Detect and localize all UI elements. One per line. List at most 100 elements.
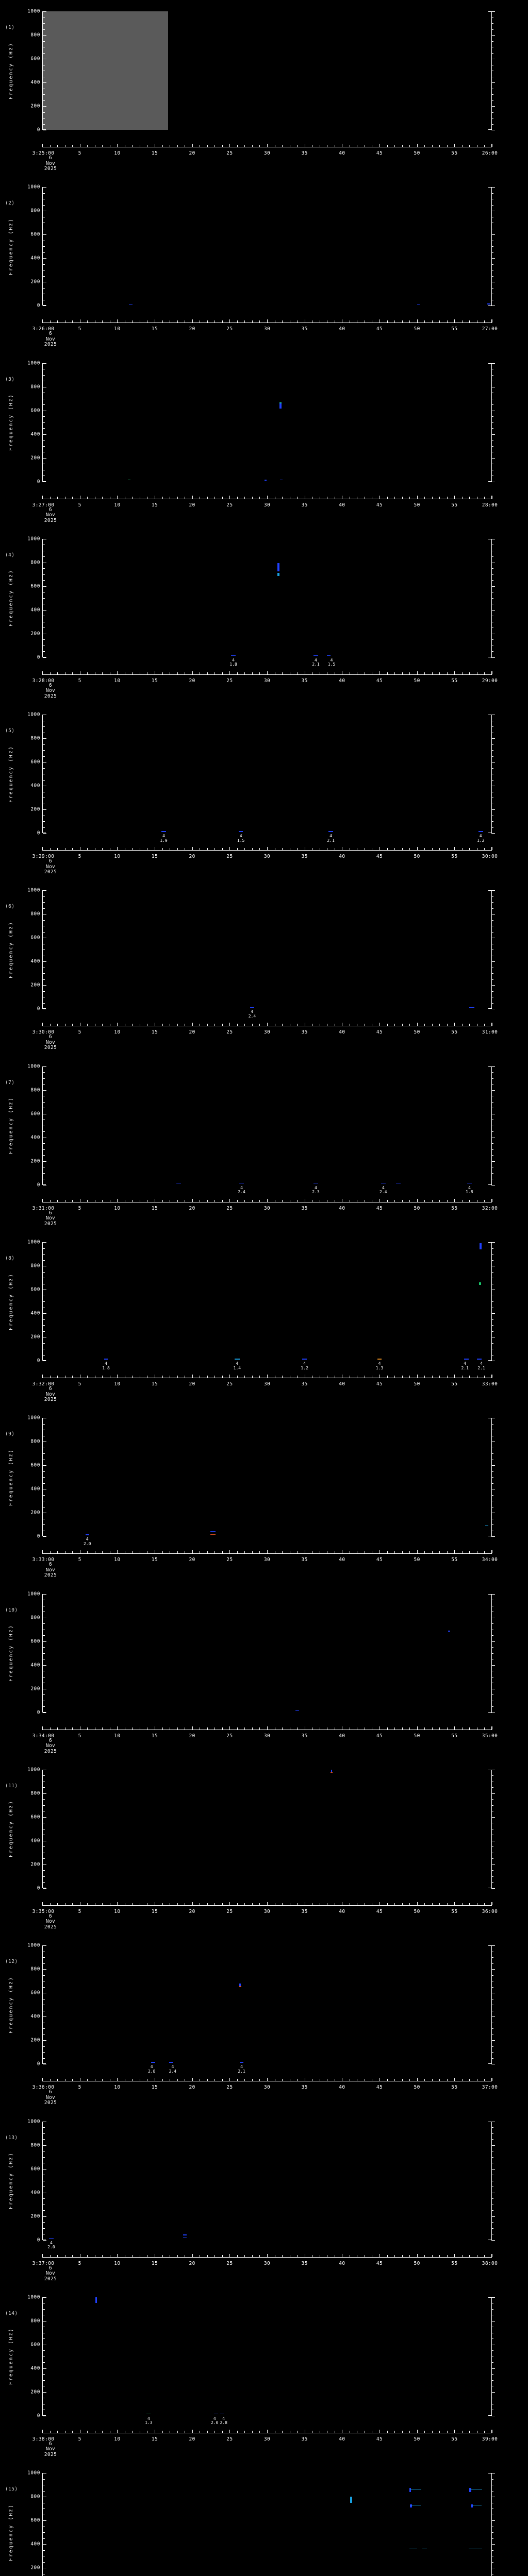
x-tick-label: 35 bbox=[301, 502, 308, 508]
x-axis-end-label: 26:00 bbox=[482, 150, 498, 156]
x-tick-label: 5 bbox=[78, 1733, 81, 1739]
x-tick-labels: 3:38:00 5 10 15 20 25 30 35 40 45 50 55 39:00 bbox=[0, 2436, 528, 2445]
x-tick-labels: 3:36:00 5 10 15 20 25 30 35 40 45 50 55 37:00 bbox=[0, 2084, 528, 2093]
axis-date-line: Nov bbox=[45, 1567, 56, 1573]
y-tick-label: 1000 bbox=[27, 8, 40, 14]
axis-date-line: 2025 bbox=[44, 693, 57, 699]
y-tick-label: 400 bbox=[30, 1134, 40, 1141]
x-axis-start-label: 3:27:00 bbox=[32, 502, 55, 508]
spectrogram-mark bbox=[409, 2504, 412, 2508]
axis-date-line: 2025 bbox=[44, 2276, 57, 2282]
x-tick-label: 15 bbox=[151, 2436, 158, 2442]
y-tick-label: 1000 bbox=[27, 360, 40, 366]
x-axis-end-label: 30:00 bbox=[482, 854, 498, 860]
detection-value: 1.8 bbox=[466, 1190, 473, 1195]
x-axis-start-label: 3:33:00 bbox=[32, 1557, 55, 1563]
x-tick-label: 15 bbox=[151, 1557, 158, 1563]
y-tick-label: 800 bbox=[30, 1087, 40, 1093]
x-tick-label: 30 bbox=[263, 677, 271, 684]
detection-annotation: 4 1.3 bbox=[376, 1362, 383, 1370]
x-tick-label: 40 bbox=[339, 677, 345, 684]
axis-date-line: Nov bbox=[45, 1919, 56, 1925]
y-tick-label: 200 bbox=[30, 103, 40, 109]
y-tick-label: 0 bbox=[37, 2237, 40, 2243]
x-axis-start-label: 3:36:00 bbox=[32, 2084, 55, 2091]
detection-value: 1.8 bbox=[102, 1365, 110, 1370]
panel-index-label: (3) bbox=[5, 376, 15, 382]
detection-value: 1.3 bbox=[145, 2420, 153, 2426]
y-tick-label: 0 bbox=[37, 1358, 40, 1364]
x-tick-label: 55 bbox=[451, 1908, 458, 1914]
x-axis-end-label: 37:00 bbox=[482, 2084, 498, 2091]
detection-value: 2.3 bbox=[312, 1190, 320, 1195]
x-tick-label: 50 bbox=[414, 1029, 420, 1036]
x-tick-label: 35 bbox=[301, 150, 308, 156]
x-tick-label: 10 bbox=[114, 677, 121, 684]
axis-date-stack: 6 Nov 2025 bbox=[44, 155, 57, 172]
x-tick-label: 20 bbox=[189, 502, 195, 508]
x-tick-label: 10 bbox=[114, 502, 121, 508]
x-axis-start-label: 3:28:00 bbox=[32, 677, 55, 684]
axis-date-line: Nov bbox=[45, 160, 56, 166]
detection-count: 4 bbox=[315, 657, 317, 663]
x-tick-label: 35 bbox=[301, 1381, 308, 1387]
y-tick-label: 1000 bbox=[27, 1239, 40, 1245]
x-tick-label: 40 bbox=[339, 1733, 345, 1739]
y-axis-title-text: Frequency (Hz) bbox=[8, 1976, 14, 2033]
detection-annotation: 4 2.4 bbox=[169, 2065, 176, 2074]
spectrogram-mark bbox=[210, 1531, 216, 1532]
axis-date-line: Nov bbox=[45, 688, 56, 694]
x-tick-labels: 3:27:00 5 10 15 20 25 30 35 40 45 50 55 28:00 bbox=[0, 502, 528, 511]
detection-count: 4 bbox=[86, 1537, 89, 1542]
spectrogram-canvas bbox=[42, 538, 492, 657]
x-axis-start-label: 3:34:00 bbox=[32, 1733, 55, 1739]
x-tick-label: 20 bbox=[189, 677, 195, 684]
x-tick-label: 10 bbox=[114, 2084, 121, 2091]
y-tick-label: 800 bbox=[30, 32, 40, 38]
spectrogram-canvas bbox=[42, 2473, 492, 2576]
axis-date-line: 6 bbox=[48, 1913, 53, 1919]
detection-count: 4 bbox=[303, 1361, 306, 1366]
x-tick-labels: 3:29:00 5 10 15 20 25 30 35 40 45 50 55 30:00 bbox=[0, 854, 528, 862]
x-tick-label: 35 bbox=[301, 2436, 308, 2442]
spectrogram-panel: 0 200 400 600 800 1000 Frequency (Hz) (3) 3:27:0… bbox=[0, 352, 528, 528]
x-tick-label: 40 bbox=[339, 150, 345, 156]
x-tick-label: 50 bbox=[414, 1205, 420, 1211]
x-tick-label: 50 bbox=[414, 2084, 420, 2091]
y-axis-title-text: Frequency (Hz) bbox=[8, 1800, 14, 1858]
spectrogram-mark bbox=[239, 1986, 241, 1988]
y-tick-label: 800 bbox=[30, 1615, 40, 1621]
axis-date-line: 6 bbox=[48, 331, 53, 337]
y-tick-label: 400 bbox=[30, 2013, 40, 2020]
spectrogram-mark bbox=[469, 2487, 471, 2492]
y-tick-label: 800 bbox=[30, 1966, 40, 1972]
spectrogram-panel: 0 200 400 600 800 1000 Frequency (Hz) (9) 4 2.0 3:… bbox=[0, 1406, 528, 1582]
x-tick-label: 25 bbox=[226, 1205, 233, 1211]
x-axis-start-label: 3:25:00 bbox=[32, 150, 55, 156]
x-tick-label: 25 bbox=[226, 2260, 233, 2266]
x-axis bbox=[42, 1550, 492, 1554]
axis-date-line: 2025 bbox=[44, 517, 57, 523]
y-axis-right bbox=[488, 2473, 495, 2576]
x-tick-label: 10 bbox=[114, 1381, 121, 1387]
detection-count: 4 bbox=[464, 1361, 467, 1366]
spectrogram-panel: 0 200 400 600 800 1000 Frequency (Hz) (12) 4 2.8 4… bbox=[0, 1934, 528, 2110]
y-axis-left bbox=[42, 1242, 46, 1362]
detection-value: 2.1 bbox=[477, 1365, 485, 1370]
detection-annotation: 4 1.9 bbox=[160, 834, 167, 843]
detection-annotation: 4 2.4 bbox=[249, 1010, 256, 1019]
spectrogram-mark bbox=[331, 1772, 333, 1773]
x-axis-end-label: 32:00 bbox=[482, 1205, 498, 1211]
x-tick-label: 35 bbox=[301, 854, 308, 860]
detection-value: 2.1 bbox=[461, 1365, 469, 1370]
x-tick-label: 30 bbox=[263, 2260, 271, 2266]
x-tick-label: 5 bbox=[78, 1908, 81, 1914]
x-tick-label: 25 bbox=[226, 854, 233, 860]
y-tick-label: 200 bbox=[30, 1158, 40, 1164]
x-tick-label: 25 bbox=[226, 150, 233, 156]
x-tick-label: 50 bbox=[414, 150, 420, 156]
detection-count: 4 bbox=[236, 1361, 239, 1366]
detection-value: 1.8 bbox=[229, 662, 237, 667]
x-tick-label: 40 bbox=[339, 502, 345, 508]
spectrogram-mark bbox=[487, 303, 491, 304]
